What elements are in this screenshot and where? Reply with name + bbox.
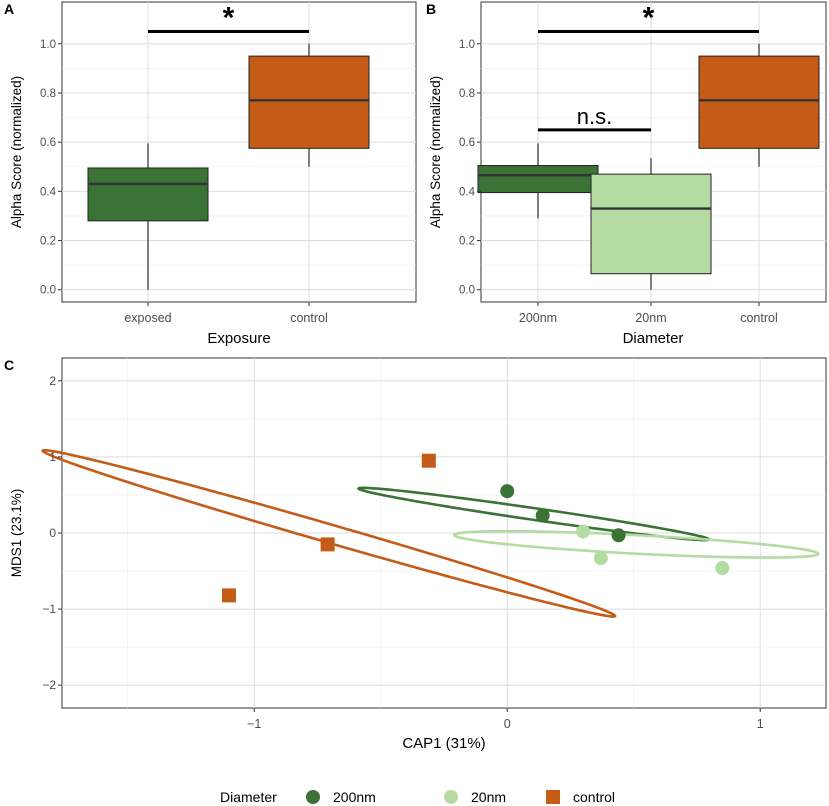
x-tick-label: 200nm [519,311,557,325]
point-control [221,588,236,603]
y-tick-label: 0.4 [40,186,57,198]
x-tick-label: 20nm [635,311,666,325]
y-tick-label: 1.0 [459,39,475,51]
legend: Diameter 200nm 20nm control [220,789,615,805]
point-20nm [576,524,591,539]
y-tick-label: 1.0 [40,39,56,51]
panel-c: C −2 −1 0 1 2 −1 0 1 CAP1 (31%) MDS1 (23.1%) [4,357,827,752]
box-200nm [477,165,599,194]
legend-swatch-200nm [306,790,320,804]
ellipse-20nm [453,529,820,559]
y-tick-label: 0.2 [40,236,56,248]
x-tick-label: control [290,311,328,325]
panel-b-ylabel: Alpha Score (normalized) [428,76,443,228]
panel-a-significance: * [148,2,309,35]
y-tick-label: −1 [42,602,56,616]
panel-a: A * 0.0 0.2 0.4 0.6 0.8 1.0 exposed control Ex… [4,1,417,347]
significance-label: * [223,2,235,35]
panel-a-ylabel: Alpha Score (normalized) [9,76,24,228]
y-tick-label: 2 [49,374,56,388]
legend-title: Diameter [220,789,277,805]
significance-label: * [643,2,655,35]
panel-a-grid [62,2,416,302]
panel-b-significance: n.s. * [538,2,759,132]
x-tick-label: control [740,311,778,325]
point-20nm [715,561,730,575]
panel-b-boxes [477,43,820,290]
box-control [698,55,820,149]
panel-a-xlabel: Exposure [207,330,270,347]
point-control [320,537,335,552]
legend-label-20nm: 20nm [471,789,506,805]
panel-label-b: B [426,1,436,17]
panel-label-a: A [4,1,14,17]
y-tick-label: 0.0 [40,285,56,297]
panel-a-boxes [87,43,370,290]
x-tick-label: exposed [124,311,171,325]
panel-a-x-ticks: exposed control [124,302,328,325]
y-tick-label: 0.6 [459,137,475,149]
y-tick-label: 0.8 [459,88,475,100]
panel-c-ylabel: MDS1 (23.1%) [9,489,24,578]
box-20nm [590,173,712,275]
ellipse-control [41,448,617,618]
panel-b: B n.s. * 0.0 0.2 0.4 0.6 0.8 1.0 200nm 20nm cont… [426,1,827,347]
panel-c-x-ticks: −1 0 1 [247,708,764,731]
y-tick-label: 0.6 [40,137,56,149]
panel-c-points [221,453,730,603]
panel-b-frame [480,1,827,303]
legend-swatch-20nm [444,790,458,804]
panel-b-y-ticks: 0.0 0.2 0.4 0.6 0.8 1.0 [459,39,481,297]
y-tick-label: 0.8 [40,88,56,100]
panel-a-frame [61,1,417,303]
legend-label-200nm: 200nm [333,789,376,805]
panel-c-xlabel: CAP1 (31%) [402,735,485,752]
y-tick-label: 1 [49,450,56,464]
y-tick-label: −2 [42,678,56,692]
y-tick-label: 0.4 [459,186,476,198]
x-tick-label: 1 [757,717,764,731]
panel-label-c: C [4,357,14,373]
panel-b-x-ticks: 200nm 20nm control [519,302,778,325]
y-tick-label: 0.2 [459,236,475,248]
panel-a-y-ticks: 0.0 0.2 0.4 0.6 0.8 1.0 [40,39,62,297]
point-control [421,453,436,468]
y-tick-label: 0 [49,526,56,540]
panel-c-y-ticks: −2 −1 0 1 2 [42,374,62,692]
x-tick-label: 0 [504,717,511,731]
box-control [248,55,370,149]
legend-items: 200nm 20nm control [306,789,615,805]
point-200nm [535,508,550,523]
panel-b-xlabel: Diameter [623,330,684,347]
legend-label-control: control [573,789,615,805]
box-exposed [87,167,209,222]
point-20nm [593,551,608,566]
legend-swatch-control [546,790,560,804]
y-tick-label: 0.0 [459,285,475,297]
point-200nm [611,528,626,543]
panel-c-grid [62,358,826,708]
significance-label: n.s. [577,104,612,129]
point-200nm [500,484,515,499]
x-tick-label: −1 [247,717,261,731]
